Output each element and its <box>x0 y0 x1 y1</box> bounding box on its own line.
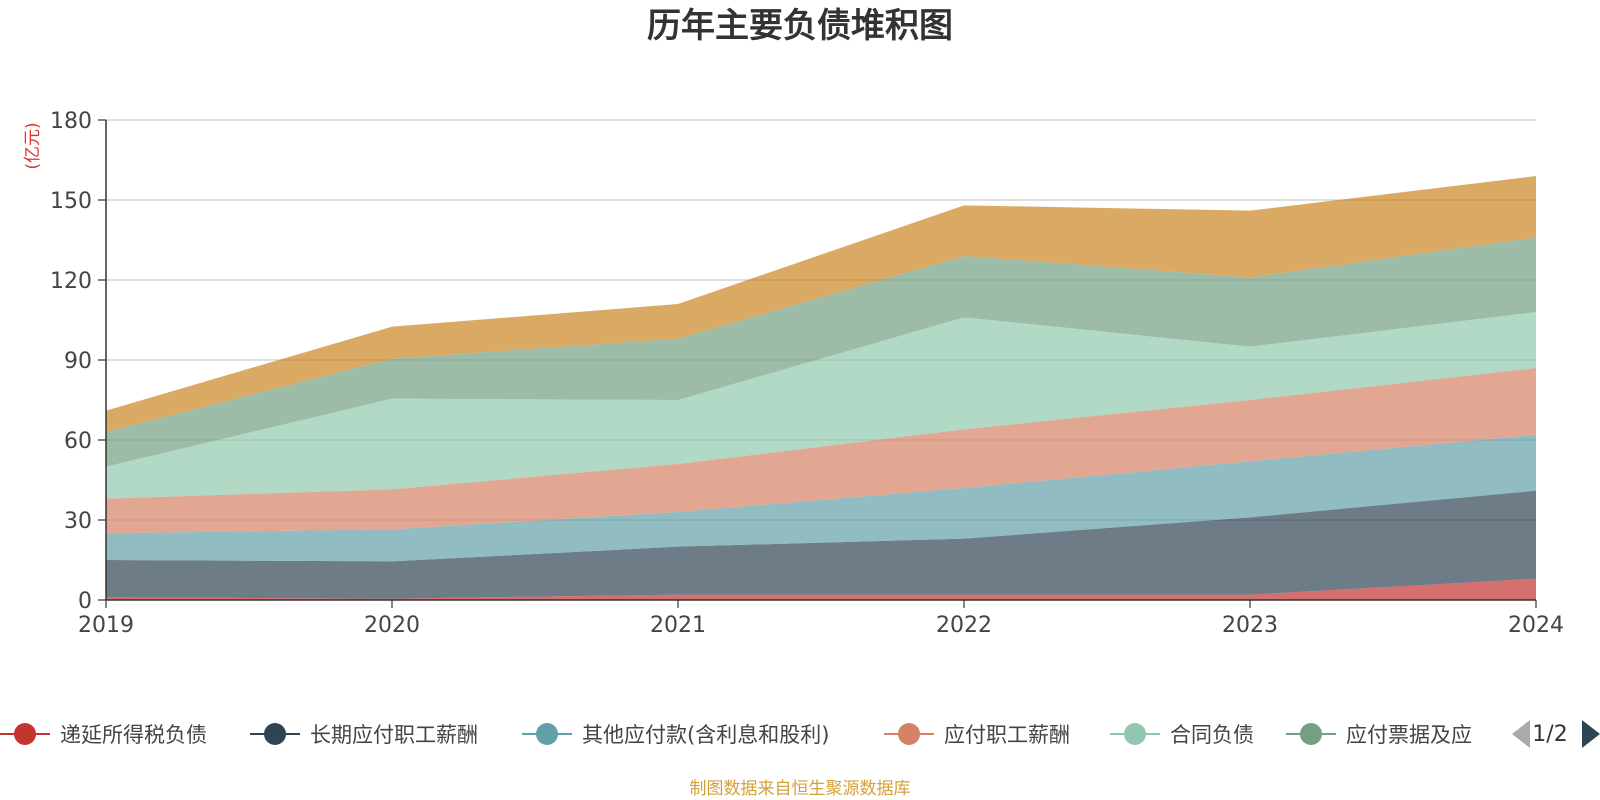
y-tick-label: 60 <box>64 429 92 454</box>
area-series-3 <box>106 368 1536 534</box>
y-axis-unit: (亿元) <box>23 122 43 169</box>
x-tick-label: 2020 <box>364 613 420 638</box>
legend-label: 应付职工薪酬 <box>944 723 1070 747</box>
x-tick-label: 2024 <box>1508 613 1564 638</box>
y-tick-labels: 0 30 60 90 120 150 180 <box>50 109 92 614</box>
axes <box>105 120 1536 601</box>
legend-label: 长期应付职工薪酬 <box>310 723 478 747</box>
y-tick-label: 30 <box>64 509 92 534</box>
chart-title: 历年主要负债堆积图 <box>647 6 953 46</box>
legend-marker-icon <box>1124 723 1146 745</box>
y-tick-label: 90 <box>64 349 92 374</box>
area-series-5 <box>106 237 1536 467</box>
legend-label: 其他应付款(含利息和股利) <box>582 723 829 747</box>
legend-item-5[interactable]: 应付票据及应 <box>1286 723 1472 747</box>
legend-prev-arrow-icon[interactable] <box>1512 720 1530 748</box>
legend-next-arrow-icon[interactable] <box>1582 720 1600 748</box>
x-tick-label: 2023 <box>1222 613 1278 638</box>
legend-item-1[interactable]: 长期应付职工薪酬 <box>250 723 478 747</box>
legend-item-4[interactable]: 合同负债 <box>1110 723 1254 747</box>
x-tick-labels: 2019 2020 2021 2022 2023 2024 <box>78 600 1564 638</box>
area-series-4 <box>106 312 1536 499</box>
x-tick-label: 2019 <box>78 613 134 638</box>
legend-label: 合同负债 <box>1170 723 1254 747</box>
y-tick-label: 120 <box>50 269 92 294</box>
legend-marker-icon <box>536 723 558 745</box>
x-tick-label: 2021 <box>650 613 706 638</box>
area-series-6 <box>106 176 1536 432</box>
legend-marker-icon <box>1300 723 1322 745</box>
legend-label: 应付票据及应 <box>1346 723 1472 747</box>
legend-pager: 1/2 <box>1512 720 1600 748</box>
area-series-1 <box>106 490 1536 599</box>
series-areas <box>106 176 1536 600</box>
area-series-2 <box>106 434 1536 562</box>
legend-label: 递延所得税负债 <box>60 723 207 747</box>
legend-page-indicator: 1/2 <box>1532 722 1567 747</box>
x-tick-label: 2022 <box>936 613 992 638</box>
legend-marker-icon <box>14 723 36 745</box>
legend-item-0[interactable]: 递延所得税负债 <box>0 723 207 747</box>
y-tick-label: 150 <box>50 189 92 214</box>
legend: 递延所得税负债 长期应付职工薪酬 其他应付款(含利息和股利) 应付职工薪酬 合同负债 应付… <box>0 723 1472 747</box>
legend-marker-icon <box>264 723 286 745</box>
y-tick-label: 0 <box>78 589 92 614</box>
legend-item-3[interactable]: 应付职工薪酬 <box>884 723 1070 747</box>
legend-item-2[interactable]: 其他应付款(含利息和股利) <box>522 723 829 747</box>
legend-marker-icon <box>898 723 920 745</box>
y-tick-label: 180 <box>50 109 92 134</box>
data-source-note: 制图数据来自恒生聚源数据库 <box>690 779 911 799</box>
